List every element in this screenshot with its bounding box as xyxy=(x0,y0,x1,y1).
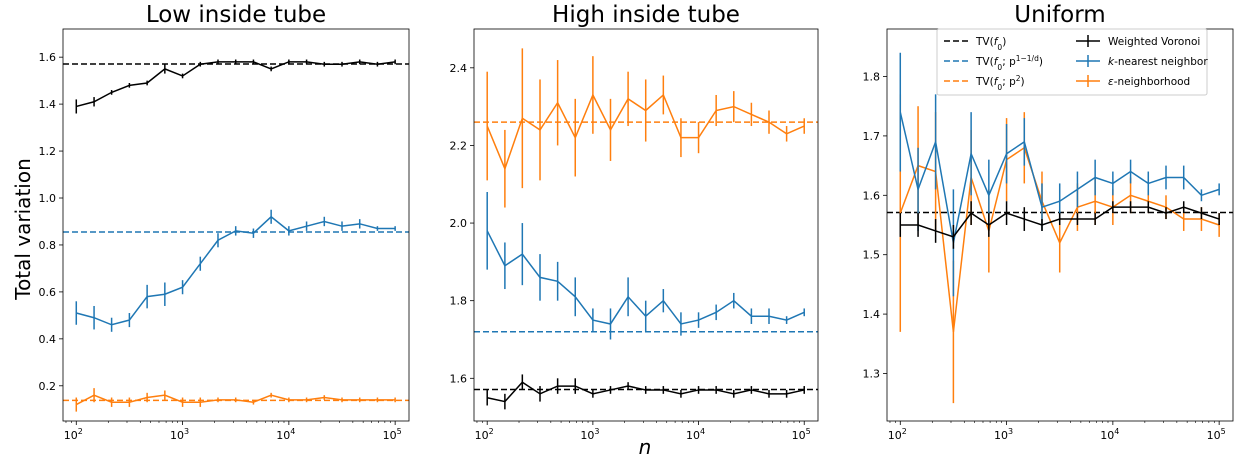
y-tick-label: 0.2 xyxy=(39,380,57,393)
y-tick-label: 1.7 xyxy=(863,130,881,143)
panel-high-inside-tube: High inside tube 1.6 1.8 2.0 2.2 2.4 102 103 10… xyxy=(450,2,819,442)
y-tick-label: 1.8 xyxy=(863,71,881,84)
series-orange xyxy=(75,388,396,412)
series-black xyxy=(75,59,396,114)
axes-frame xyxy=(62,28,410,422)
y-tick-label: 2.0 xyxy=(450,217,468,230)
y-tick-label: 1.0 xyxy=(39,192,57,205)
x-tick-label: 104 xyxy=(276,427,295,442)
legend-label-eps: ε-neighborhood xyxy=(1108,76,1190,88)
x-tick-label: 104 xyxy=(1100,427,1119,442)
legend-frame xyxy=(936,28,1208,96)
y-tick-label: 1.5 xyxy=(863,249,881,262)
y-tick-label: 1.4 xyxy=(863,308,881,321)
legend-swatch-eps xyxy=(1076,75,1100,87)
panel-title: Low inside tube xyxy=(146,2,326,28)
x-tick-label: 104 xyxy=(686,427,705,442)
y-tick-label: 0.4 xyxy=(39,333,57,346)
panel-title: Uniform xyxy=(1014,2,1105,28)
y-tick-label: 1.6 xyxy=(863,189,881,202)
y-tick-label: 1.6 xyxy=(450,372,468,385)
y-tick-label: 1.3 xyxy=(863,367,881,380)
y-tick-label: 1.8 xyxy=(450,295,468,308)
series-blue xyxy=(75,209,396,332)
x-tick-label: 105 xyxy=(383,427,402,442)
legend-label-tv: TV(f0) xyxy=(975,36,1006,52)
legend-label-weighted-voronoi: Weighted Voronoi xyxy=(1108,36,1200,48)
panel-low-inside-tube: Low inside tube 0.2 0.4 0.6 0.8 1.0 1.2 1.4 1.6… xyxy=(39,2,410,442)
y-axis-label: Total variation xyxy=(11,158,35,301)
series-blue xyxy=(486,192,805,340)
x-tick-label: 103 xyxy=(994,427,1013,442)
legend-label-tv-p: TV(f0; p1−1/d) xyxy=(975,54,1043,72)
x-tick-label: 102 xyxy=(64,427,83,442)
legend: TV(f0) TV(f0; p1−1/d) TV(f0; p2) Weighte… xyxy=(936,28,1208,96)
legend-label-knn: k-nearest neighbor xyxy=(1108,56,1208,68)
series-black xyxy=(899,201,1220,249)
x-tick-label: 102 xyxy=(888,427,907,442)
y-tick-label: 0.6 xyxy=(39,286,57,299)
legend-label-tv-p2: TV(f0; p2) xyxy=(975,74,1025,92)
panel-title: High inside tube xyxy=(552,2,740,28)
x-axis-label: n xyxy=(639,435,652,459)
legend-swatch-weighted-voronoi xyxy=(1076,35,1100,47)
y-tick-label: 0.8 xyxy=(39,239,57,252)
y-tick-label: 2.2 xyxy=(450,139,468,152)
x-tick-label: 102 xyxy=(475,427,494,442)
x-tick-label: 103 xyxy=(580,427,599,442)
x-tick-label: 105 xyxy=(792,427,811,442)
y-tick-label: 1.6 xyxy=(39,51,57,64)
axes-frame xyxy=(473,28,819,422)
y-tick-label: 1.2 xyxy=(39,145,57,158)
x-tick-label: 103 xyxy=(170,427,189,442)
series-orange xyxy=(486,48,805,208)
series-black xyxy=(486,374,805,410)
y-tick-label: 1.4 xyxy=(39,98,57,111)
x-tick-label: 105 xyxy=(1207,427,1226,442)
legend-swatch-knn xyxy=(1076,55,1100,67)
y-tick-label: 2.4 xyxy=(450,62,468,75)
